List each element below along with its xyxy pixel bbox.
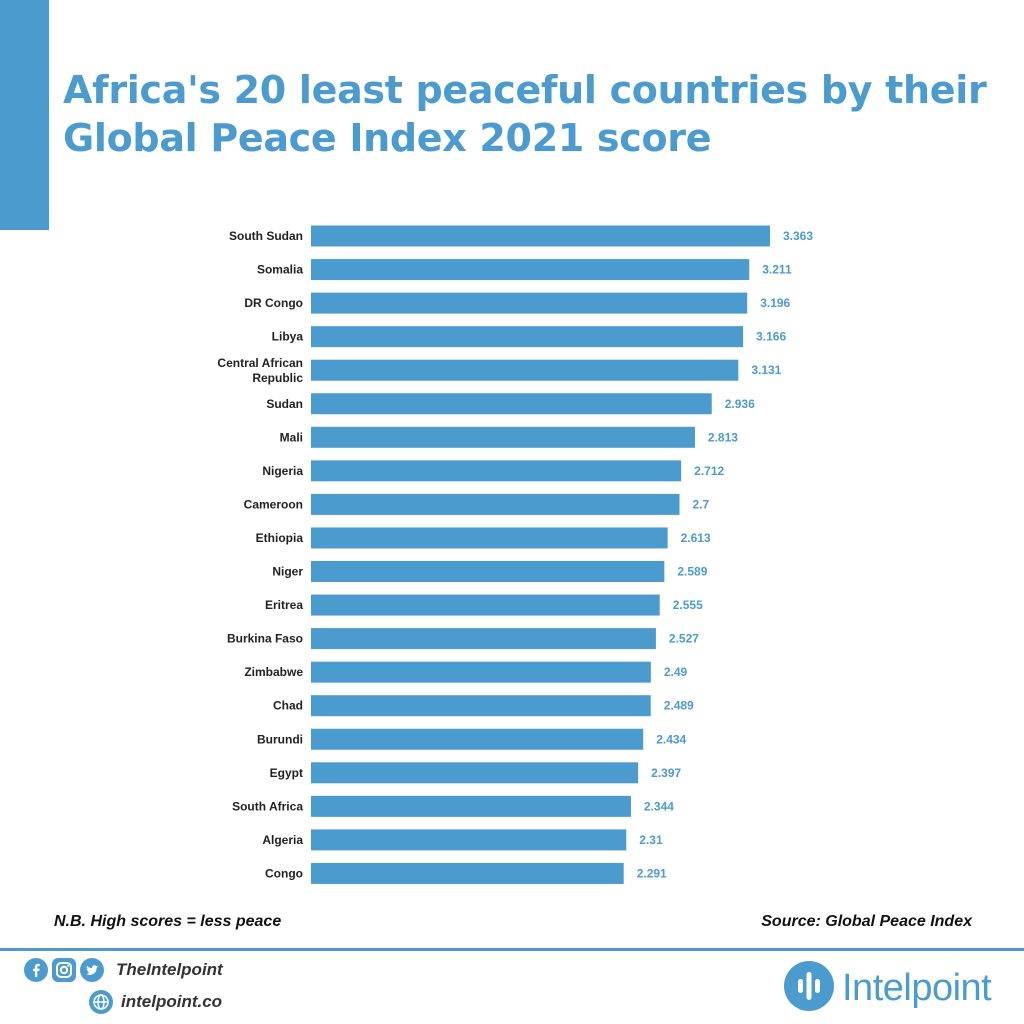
value-label: 3.196	[760, 296, 790, 310]
bar-south-sudan	[311, 225, 770, 247]
bar-sudan	[311, 393, 712, 415]
value-label: 2.434	[656, 732, 686, 746]
source-text: Source: Global Peace Index	[761, 913, 972, 930]
value-label: 3.211	[762, 263, 792, 277]
category-label: Congo	[265, 866, 303, 880]
category-label: Egypt	[270, 766, 303, 780]
intelpoint-logo-icon	[784, 961, 834, 1016]
bar-egypt	[311, 762, 639, 784]
value-label: 2.344	[644, 799, 674, 813]
bar-burundi	[311, 728, 644, 750]
category-label: Libya	[272, 330, 304, 344]
bar-eritrea	[311, 594, 660, 616]
value-label: 2.49	[664, 665, 688, 679]
website-link: intelpoint.co	[89, 990, 222, 1014]
category-label: Chad	[273, 699, 303, 713]
category-label: Cameroon	[244, 497, 303, 511]
category-label: Somalia	[257, 263, 303, 277]
bar-niger	[311, 561, 665, 582]
value-label: 2.813	[708, 430, 738, 444]
category-label: South Africa	[232, 799, 303, 813]
category-label: Nigeria	[262, 464, 303, 478]
value-label: 3.363	[783, 229, 813, 243]
bar-central-african-republic	[311, 359, 739, 381]
website-url[interactable]: intelpoint.co	[121, 992, 223, 1011]
bar-nigeria	[311, 460, 682, 482]
instagram-icon[interactable]	[52, 958, 76, 982]
category-label: Burkina Faso	[227, 632, 303, 646]
bar-dr-congo	[311, 292, 748, 314]
brand-name: Intelpoint	[842, 967, 992, 1009]
value-label: 2.31	[639, 833, 663, 847]
note-text: N.B. High scores = less peace	[54, 913, 282, 930]
social-links: TheIntelpoint	[24, 958, 223, 982]
value-label: 2.397	[651, 766, 681, 780]
bar-burkina-faso	[311, 628, 656, 650]
bar-libya	[311, 326, 744, 348]
category-label: Ethiopia	[256, 531, 304, 545]
value-label: 2.489	[664, 699, 694, 713]
category-label: Central African Republic	[217, 356, 303, 385]
category-label: DR Congo	[244, 296, 303, 310]
bar-zimbabwe	[311, 661, 651, 683]
category-label: Sudan	[266, 397, 303, 411]
footer-divider	[0, 948, 1024, 951]
category-label: Niger	[272, 565, 303, 579]
twitter-icon[interactable]	[80, 958, 104, 982]
category-label: Zimbabwe	[244, 665, 303, 679]
bar-algeria	[311, 829, 627, 851]
value-label: 3.166	[756, 330, 786, 344]
value-label: 3.131	[751, 363, 781, 377]
bar-chart: South Sudan 3.363 Somalia 3.211 DR Congo 3.19…	[217, 225, 813, 884]
facebook-icon[interactable]	[24, 958, 48, 982]
category-label: South Sudan	[229, 229, 303, 243]
value-label: 2.936	[725, 397, 755, 411]
value-label: 2.613	[681, 531, 711, 545]
category-label: Burundi	[257, 732, 303, 746]
category-label: Eritrea	[265, 598, 303, 612]
value-label: 2.589	[677, 565, 707, 579]
page-title: Africa's 20 least peaceful countries by …	[63, 68, 987, 160]
value-label: 2.291	[637, 866, 667, 880]
category-label: Algeria	[262, 833, 303, 847]
accent-bar	[0, 0, 49, 230]
value-label: 2.527	[669, 632, 699, 646]
bar-congo	[311, 862, 624, 884]
brand-logo: Intelpoint	[784, 961, 992, 1016]
bar-ethiopia	[311, 527, 668, 549]
bar-somalia	[311, 259, 750, 281]
category-label: Mali	[280, 430, 303, 444]
social-handle[interactable]: TheIntelpoint	[116, 960, 223, 979]
value-label: 2.7	[693, 497, 710, 511]
bar-cameroon	[311, 493, 680, 515]
bar-mali	[311, 426, 695, 448]
value-label: 2.555	[673, 598, 703, 612]
bar-south-africa	[311, 795, 631, 817]
globe-icon	[89, 990, 113, 1014]
value-label: 2.712	[694, 464, 724, 478]
bar-chad	[311, 695, 651, 717]
